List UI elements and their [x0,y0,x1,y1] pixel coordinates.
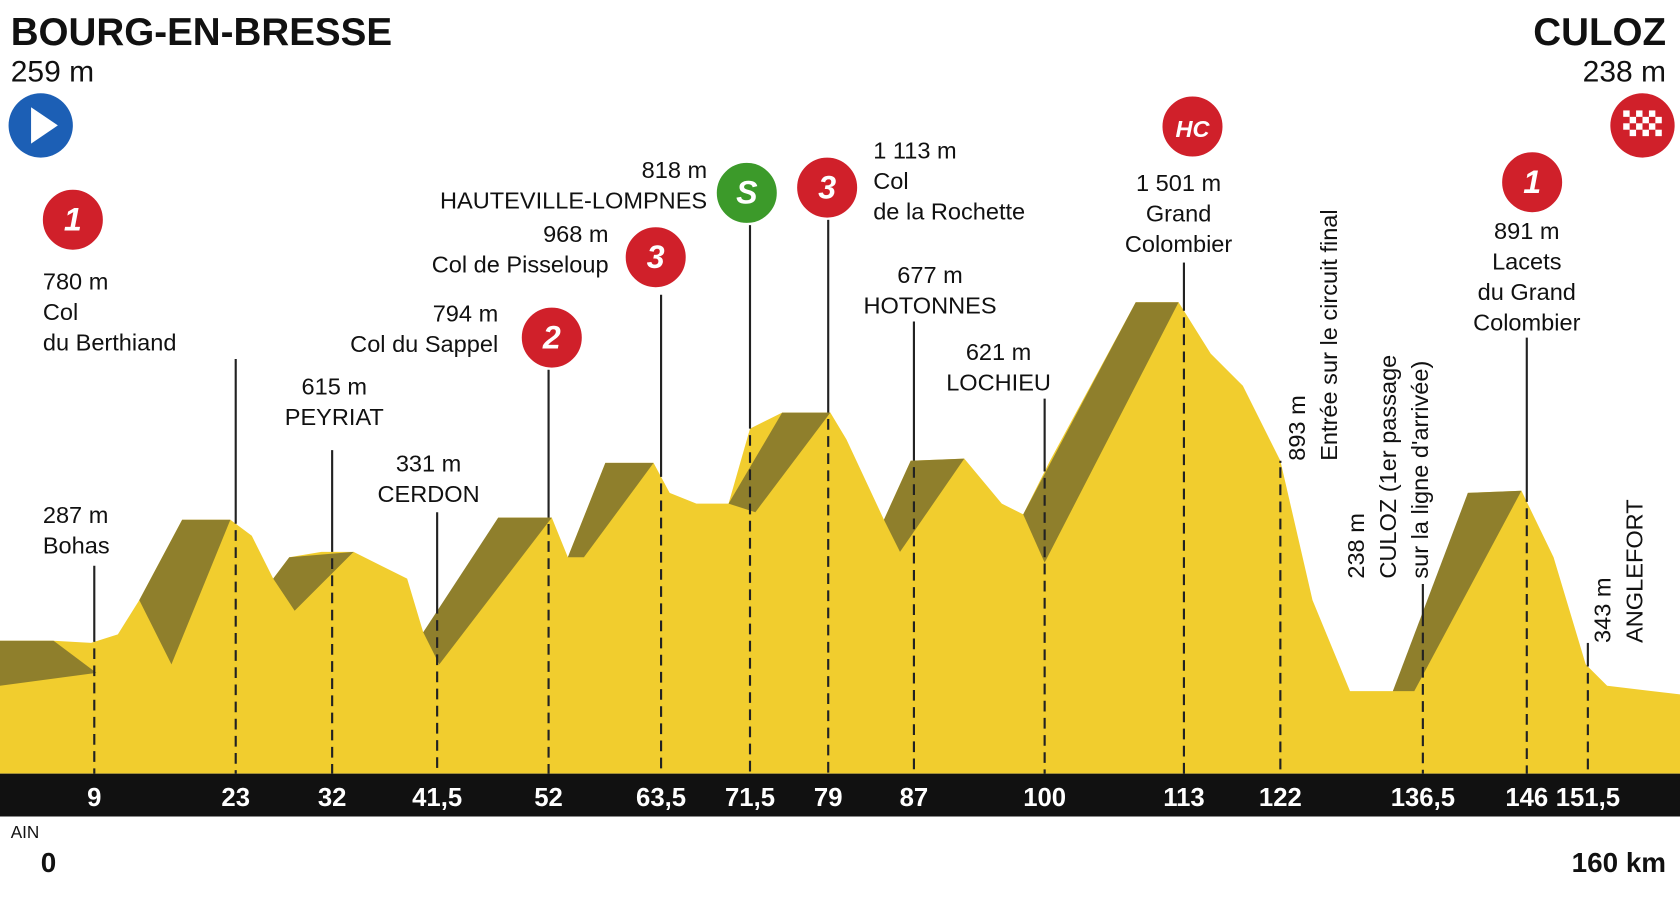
km-label: 52 [534,784,563,812]
category-badge [519,305,584,370]
climb-face [139,519,231,665]
climb-face [728,412,831,513]
climb-face [1392,490,1522,692]
waypoint-label: du Grand [1478,279,1576,305]
km-label: 136,5 [1391,784,1455,812]
category-label: 1 [64,201,82,237]
waypoint-label: Grand [1146,200,1212,226]
climb-face [423,517,552,665]
category-badge [1160,94,1225,159]
km-label: 87 [900,784,929,812]
category-badge [795,155,860,220]
climb-face [883,458,965,552]
waypoint-label: Col du Sappel [350,331,498,357]
waypoint-label: 1 501 m [1136,170,1221,196]
climb-face [567,462,654,558]
finish-name: CULOZ [1533,11,1666,54]
finish-icon [1610,93,1675,158]
waypoint-label: 968 m [543,221,609,247]
waypoint-label: PEYRIAT [285,404,384,430]
climb-face [273,551,354,611]
waypoint-label: 287 m [43,502,109,528]
km-label: 63,5 [636,784,686,812]
waypoint-label: HAUTEVILLE-LOMPNES [440,187,707,213]
finish-altitude: 238 m [1583,55,1666,88]
km-label: 9 [87,784,101,812]
km-label: 71,5 [725,784,775,812]
waypoint-label: Lacets [1492,249,1561,275]
waypoint-label: CULOZ (1er passage [1375,355,1401,579]
waypoint-label: 794 m [433,301,499,327]
waypoint-label: 677 m [897,262,963,288]
waypoint-label: 891 m [1494,218,1559,244]
waypoint-label: LOCHIEU [946,370,1051,396]
category-label: 3 [818,169,836,205]
km-label: 79 [814,784,843,812]
waypoint-label: ANGLEFORT [1621,499,1647,643]
waypoint-label: CERDON [378,481,480,507]
km-label: 100 [1023,784,1066,812]
km-label: 122 [1259,784,1302,812]
category-label: 3 [647,239,665,275]
km-label: 146 [1505,784,1548,812]
distance-start: 0 [41,847,57,878]
profile [0,302,1680,774]
waypoint-label: 331 m [396,451,462,477]
waypoint-label: Col [873,168,908,194]
waypoint-label: Colombier [1473,310,1581,336]
km-label: 23 [221,784,250,812]
waypoint-label: 343 m [1589,577,1615,643]
category-label: 2 [542,319,561,355]
waypoint-label: 780 m [43,268,109,294]
waypoint-label: de la Rochette [873,199,1025,225]
waypoint-label: Entrée sur le circuit final [1316,209,1342,460]
start-name: BOURG-EN-BRESSE [11,11,392,54]
waypoint-label: sur la ligne d'arrivée) [1407,361,1433,579]
waypoint-label: 615 m [302,373,368,399]
category-label: 1 [1523,164,1541,200]
climb-face [0,640,97,686]
km-label: 113 [1163,784,1204,812]
climb-face [1023,302,1179,563]
km-label: 151,5 [1556,784,1620,812]
waypoint-label: Bohas [43,532,110,558]
terrain [0,302,1680,774]
distance-end: 160 km [1572,847,1666,878]
start-altitude: 259 m [11,55,94,88]
waypoint-label: 818 m [642,157,708,183]
category-badge [40,187,105,252]
waypoint-label: 238 m [1343,513,1369,579]
category-badge [714,160,779,226]
waypoint-label: du Berthiand [43,329,177,355]
waypoint-label: Colombier [1125,231,1233,257]
region: AIN [11,822,40,842]
waypoint-label: 1 113 m [873,138,956,164]
waypoint-label: 893 m [1284,395,1310,460]
category-badge [1500,150,1565,215]
category-label: S [736,175,758,211]
category-label: HC [1175,116,1210,142]
start-icon [8,93,73,158]
km-bar [0,773,1680,817]
category-badge [623,225,688,290]
waypoint-label: Col [43,299,78,325]
waypoint-label: HOTONNES [863,292,996,318]
waypoint-label: Col de Pisseloup [432,252,609,278]
km-label: 32 [318,784,347,812]
waypoint-label: 621 m [966,339,1032,365]
km-label: 41,5 [412,784,462,812]
